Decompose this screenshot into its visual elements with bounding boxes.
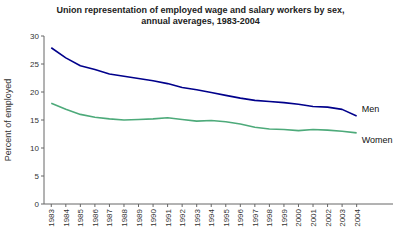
x-tick-label: 2004 <box>353 208 362 226</box>
x-tick <box>196 204 197 207</box>
x-tick <box>94 204 95 207</box>
x-tick <box>109 204 110 207</box>
x-tick <box>298 204 299 207</box>
x-tick <box>225 204 226 207</box>
x-tick <box>80 204 81 207</box>
x-tick-label: 1993 <box>193 208 202 226</box>
y-tick <box>41 92 44 93</box>
x-tick <box>123 204 124 207</box>
x-tick <box>153 204 154 207</box>
x-tick-label: 1984 <box>62 208 71 226</box>
title-line: Union representation of employed wage an… <box>56 5 344 15</box>
y-tick-label: 20 <box>30 88 39 97</box>
series-label: Men <box>362 104 380 114</box>
y-tick <box>41 64 44 65</box>
y-tick-label: 0 <box>35 200 40 209</box>
x-tick-label: 1989 <box>135 208 144 226</box>
x-tick-label: 1987 <box>105 208 114 226</box>
title: Union representation of employed wage an… <box>56 5 344 26</box>
y-tick-label: 10 <box>30 144 39 153</box>
y-tick <box>41 176 44 177</box>
series-line <box>51 48 356 116</box>
x-tick <box>342 204 343 207</box>
x-tick-label: 2003 <box>338 208 347 226</box>
x-tick-label: 1996 <box>236 208 245 226</box>
x-tick <box>283 204 284 207</box>
x-tick <box>327 204 328 207</box>
x-tick <box>240 204 241 207</box>
x-tick <box>167 204 168 207</box>
x-tick-label: 1991 <box>164 208 173 226</box>
x-tick <box>51 204 52 207</box>
x-tick <box>313 204 314 207</box>
plot-area <box>51 48 356 133</box>
x-tick <box>356 204 357 207</box>
y-tick <box>41 148 44 149</box>
x-tick-label: 1992 <box>178 208 187 226</box>
x-tick-label: 1998 <box>265 208 274 226</box>
x-tick-label: 2000 <box>294 208 303 226</box>
x-tick-label: 2001 <box>309 208 318 226</box>
chart-container: Union representation of employed wage an… <box>0 0 401 238</box>
x-tick <box>254 204 255 207</box>
x-tick <box>182 204 183 207</box>
y-tick <box>41 204 44 205</box>
x-tick-label: 1995 <box>222 208 231 226</box>
x-tick-label: 1988 <box>120 208 129 226</box>
x-tick-label: 1983 <box>47 208 56 226</box>
x-tick <box>269 204 270 207</box>
x-tick-label: 1994 <box>207 208 216 226</box>
x-tick-label: 1999 <box>280 208 289 226</box>
y-tick-label: 30 <box>30 32 39 41</box>
chart: Union representation of employed wage an… <box>0 0 401 238</box>
x-tick-label: 1986 <box>91 208 100 226</box>
series-label: Women <box>362 135 393 145</box>
x-tick-label: 2002 <box>324 208 333 226</box>
y-tick-label: 25 <box>30 60 39 69</box>
y-tick <box>41 120 44 121</box>
x-tick-label: 1985 <box>76 208 85 226</box>
y-tick <box>41 36 44 37</box>
x-tick <box>65 204 66 207</box>
x-tick-label: 1990 <box>149 208 158 226</box>
title-line: annual averages, 1983-2004 <box>141 16 260 26</box>
y-tick-label: 15 <box>30 116 39 125</box>
x-tick <box>138 204 139 207</box>
series-line <box>51 103 356 133</box>
y-axis-label: Percent of employed <box>3 79 13 162</box>
y-tick-label: 5 <box>35 172 40 181</box>
x-axis-line <box>44 204 393 205</box>
x-tick-label: 1997 <box>251 208 260 226</box>
x-tick <box>211 204 212 207</box>
